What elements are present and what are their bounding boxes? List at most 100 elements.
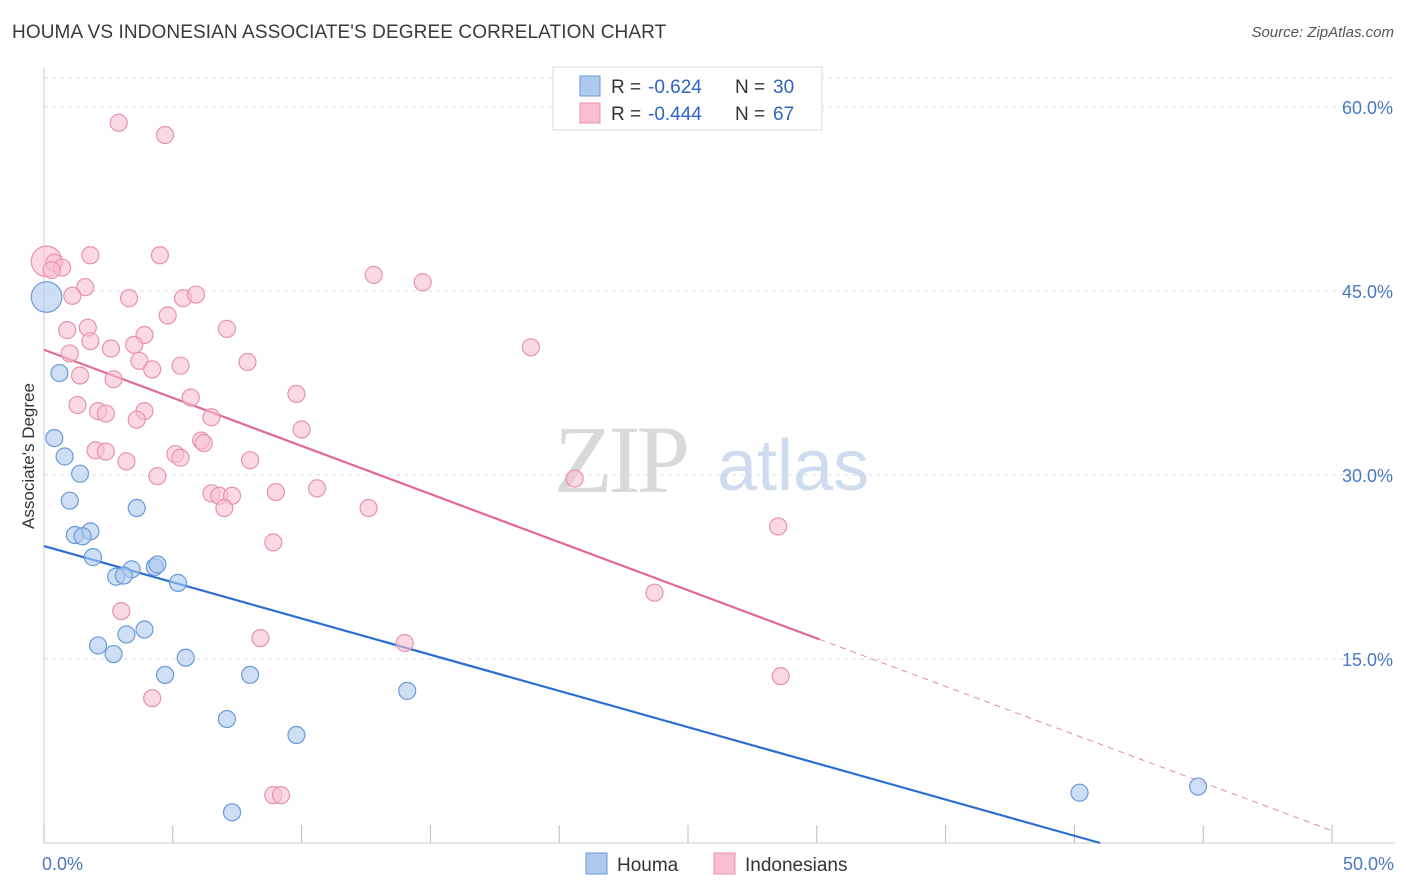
- point-houma-18: [117, 625, 136, 644]
- point-indonesians-23: [60, 344, 79, 363]
- point-indonesians-11: [63, 286, 82, 305]
- legend-n-value-houma: 30: [773, 77, 794, 98]
- point-indonesians-33: [68, 395, 87, 415]
- point-indonesians-35: [96, 404, 115, 423]
- point-houma-19: [88, 636, 108, 655]
- point-indonesians-9: [413, 273, 432, 292]
- axes: [43, 68, 1395, 844]
- trend-lines: [43, 348, 1333, 845]
- legend-n-label-indonesians: N =: [735, 104, 765, 125]
- point-indonesians-14: [186, 285, 206, 304]
- point-indonesians-24: [521, 338, 540, 357]
- point-indonesians-50: [307, 479, 327, 498]
- point-houma-26: [287, 725, 306, 745]
- watermark-atlas: atlas: [717, 426, 869, 506]
- point-houma-9: [73, 527, 92, 546]
- watermark: ZIP atlas: [554, 406, 869, 513]
- point-indonesians-29: [70, 366, 90, 385]
- point-indonesians-6: [81, 246, 100, 265]
- point-houma-3: [55, 447, 74, 466]
- y-tick-label-30: 30.0%: [1342, 466, 1393, 486]
- point-houma-20: [104, 644, 123, 664]
- point-indonesians-60: [112, 601, 131, 621]
- point-indonesians-49: [565, 469, 584, 488]
- point-houma-21: [176, 648, 195, 667]
- point-indonesians-21: [125, 335, 144, 354]
- point-houma-25: [217, 709, 236, 729]
- stats-legend: R = -0.624 N = 30 R = -0.444 N = 67: [552, 66, 823, 131]
- point-indonesians-2: [155, 125, 175, 145]
- bottom-legend-swatch-houma: [585, 852, 608, 875]
- chart-title: HOUMA VS INDONESIAN ASSOCIATE'S DEGREE C…: [12, 22, 667, 43]
- point-indonesians-63: [771, 667, 790, 686]
- point-indonesians-57: [769, 517, 788, 536]
- point-houma-16: [168, 573, 188, 592]
- point-indonesians-41: [194, 433, 213, 453]
- y-tick-label-45: 45.0%: [1342, 282, 1393, 302]
- point-houma-6: [127, 498, 146, 518]
- trend-line-indonesians: [43, 348, 820, 641]
- point-houma-22: [155, 665, 175, 685]
- point-indonesians-10: [76, 278, 95, 297]
- point-indonesians-20: [81, 332, 100, 351]
- point-indonesians-55: [215, 498, 234, 518]
- point-houma-27: [1070, 783, 1089, 802]
- point-houma-0: [30, 281, 63, 313]
- point-houma-28: [1188, 777, 1208, 796]
- legend-n-label-houma: N =: [735, 77, 765, 98]
- bottom-legend-label-indonesians: Indonesians: [745, 855, 847, 876]
- point-indonesians-38: [202, 408, 221, 427]
- trend-line-indonesians-extension: [819, 638, 1333, 832]
- point-indonesians-30: [104, 370, 123, 389]
- y-tick-label-15: 15.0%: [1342, 650, 1393, 670]
- legend-swatch-houma: [579, 75, 601, 97]
- point-indonesians-17: [58, 321, 77, 340]
- point-indonesians-51: [266, 482, 285, 502]
- y-tick-label-60: 60.0%: [1342, 98, 1393, 118]
- point-houma-2: [45, 428, 64, 448]
- point-indonesians-61: [251, 628, 270, 648]
- point-indonesians-28: [143, 360, 162, 379]
- point-indonesians-22: [101, 339, 121, 358]
- point-indonesians-7: [150, 246, 170, 265]
- data-points: [30, 113, 1208, 822]
- point-indonesians-64: [143, 689, 162, 708]
- legend-swatch-indonesians: [579, 102, 601, 124]
- watermark-zip: ZIP: [554, 406, 687, 513]
- point-houma-24: [398, 681, 417, 700]
- point-houma-29: [222, 803, 242, 822]
- point-indonesians-31: [287, 384, 306, 404]
- legend-r-label-indonesians: R =: [611, 104, 641, 125]
- point-indonesians-12: [119, 289, 139, 308]
- bottom-legend-swatch-indonesians: [713, 852, 736, 875]
- point-indonesians-37: [127, 410, 146, 429]
- point-indonesians-15: [158, 306, 177, 325]
- x-tick-label-50: 50.0%: [1343, 854, 1394, 874]
- point-indonesians-18: [217, 319, 236, 338]
- point-indonesians-48: [148, 467, 167, 486]
- legend-r-value-indonesians: -0.444: [648, 104, 702, 125]
- y-axis-label: Associate's Degree: [19, 383, 38, 529]
- bottom-legend-label-houma: Houma: [617, 855, 679, 876]
- legend-r-value-houma: -0.624: [648, 77, 702, 98]
- point-houma-15: [114, 566, 133, 585]
- tick-labels: 15.0% 30.0% 45.0% 60.0% 0.0% 50.0%: [42, 98, 1394, 874]
- trend-line-houma: [43, 545, 1101, 845]
- point-indonesians-43: [96, 442, 115, 461]
- point-indonesians-58: [264, 533, 283, 552]
- legend-r-label-houma: R =: [611, 77, 641, 98]
- source-label: Source: ZipAtlas.com: [1251, 24, 1394, 41]
- point-indonesians-45: [171, 448, 190, 467]
- point-houma-23: [240, 665, 260, 685]
- point-indonesians-25: [130, 351, 149, 370]
- point-houma-13: [148, 555, 167, 574]
- point-indonesians-66: [271, 786, 291, 805]
- series-legend: Houma Indonesians: [585, 852, 847, 876]
- point-indonesians-26: [238, 352, 257, 372]
- x-tick-label-0: 0.0%: [42, 854, 83, 874]
- point-indonesians-56: [359, 498, 378, 518]
- point-indonesians-59: [645, 583, 664, 602]
- point-houma-10: [83, 548, 103, 567]
- point-houma-1: [50, 363, 69, 383]
